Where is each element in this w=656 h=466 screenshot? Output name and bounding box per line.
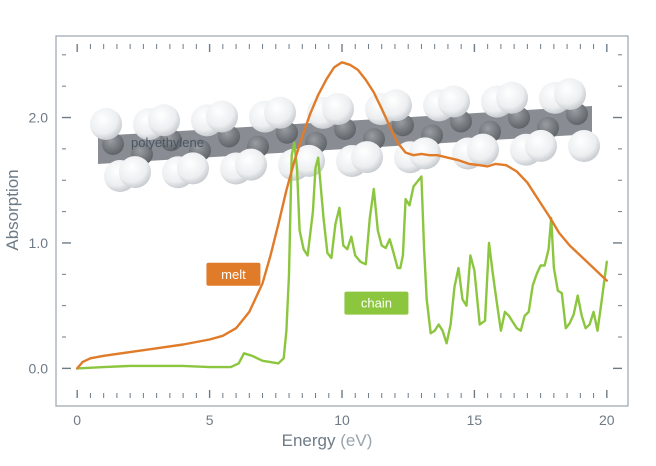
- legend-tag-melt: melt: [206, 262, 261, 286]
- legend-tag-chain-label: chain: [361, 296, 392, 311]
- legend-tag-melt-label: melt: [221, 267, 246, 282]
- x-tick-label: 5: [206, 412, 214, 428]
- polyethylene-label: polyethylene: [131, 135, 204, 150]
- hydrogen-atom: [119, 156, 151, 189]
- y-ticks-left: [62, 54, 71, 370]
- y-axis-title: Absorption: [3, 169, 22, 250]
- hydrogen-atom: [90, 108, 122, 140]
- series-line-chain: [76, 141, 608, 370]
- y-tick-labels: 0.0 1.0 2.0: [29, 110, 49, 377]
- hydrogen-atom: [554, 78, 586, 110]
- y-tick-label: 1.0: [29, 235, 49, 251]
- hydrogen-atom: [467, 133, 499, 166]
- hydrogen-atom: [322, 93, 354, 125]
- legend-tag-melt-box: [206, 262, 261, 286]
- y-ticks-right: [613, 54, 622, 370]
- x-axis-title: Energy (eV): [282, 431, 373, 450]
- x-axis-unit: (eV): [340, 431, 372, 450]
- hydrogen-atom: [235, 148, 267, 181]
- hydrogen-atom: [380, 89, 412, 122]
- hydrogen-atom: [177, 152, 209, 185]
- series-line-melt: [76, 61, 608, 370]
- hydrogen-atom: [496, 81, 528, 114]
- x-tick-labels: 0 5 10 15 20: [73, 412, 615, 428]
- plot-frame: [55, 35, 629, 407]
- hydrogen-atom: [148, 104, 180, 137]
- x-tick-label: 10: [334, 412, 350, 428]
- hydrogen-atom: [568, 130, 600, 162]
- hydrogen-atom: [438, 85, 470, 118]
- legend-tag-chain-box: [344, 291, 409, 315]
- hydrogen-atom: [351, 141, 383, 174]
- x-tick-label: 0: [73, 412, 81, 428]
- y-tick-label: 2.0: [29, 110, 49, 126]
- x-ticks-top: [76, 44, 608, 52]
- y-tick-label: 0.0: [29, 360, 49, 376]
- hydrogen-atom: [525, 129, 557, 162]
- series-layer: [76, 61, 608, 370]
- hydrogen-atom: [293, 144, 325, 177]
- hydrogen-atom: [206, 100, 238, 133]
- x-ticks-bottom: [76, 390, 608, 398]
- legend-tag-chain: chain: [344, 291, 409, 315]
- x-axis-label: Energy: [282, 431, 336, 450]
- hydrogen-atom: [264, 96, 296, 129]
- x-tick-label: 15: [467, 412, 483, 428]
- x-tick-label: 20: [599, 412, 615, 428]
